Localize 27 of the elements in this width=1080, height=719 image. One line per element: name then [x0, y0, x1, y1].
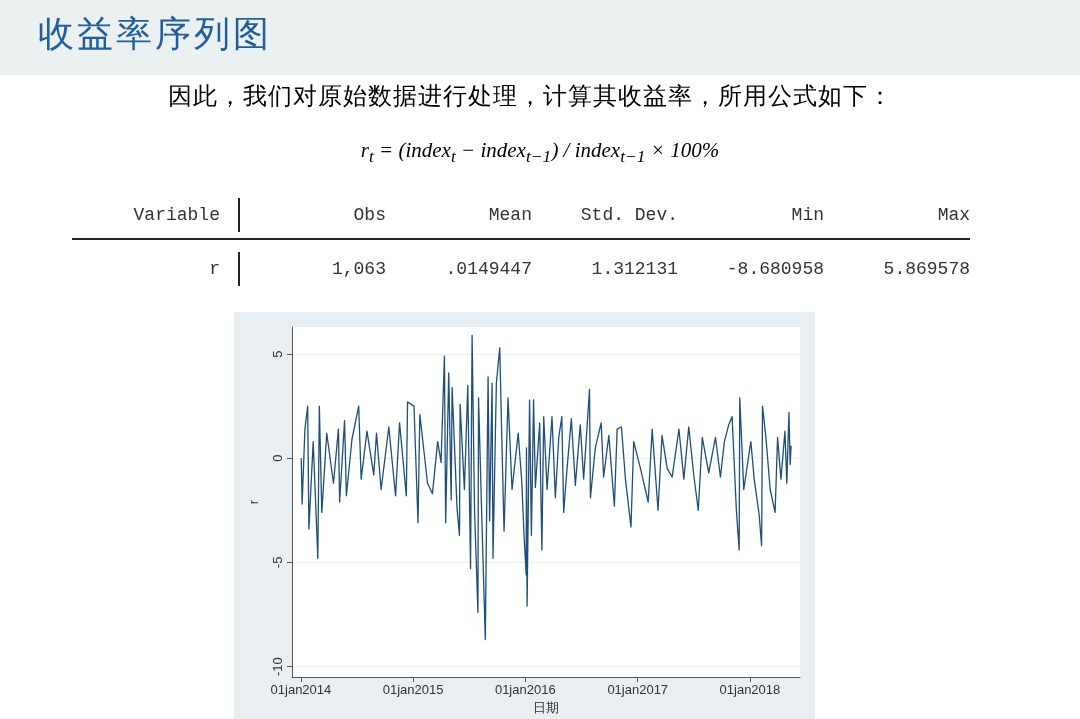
x-tick-label: 01jan2014: [270, 682, 332, 697]
chart-title: 收益率序列图: [38, 12, 272, 56]
y-tick-label: -5: [270, 556, 285, 569]
line-series: [300, 334, 792, 641]
text: Std. Dev.: [579, 205, 678, 225]
y-tick-label: 0: [270, 454, 285, 462]
text: 1,063: [330, 259, 386, 279]
text: 1.312131: [590, 259, 678, 279]
text: Min: [790, 205, 825, 225]
text: 5.869578: [882, 259, 971, 279]
x-axis-title: 日期: [533, 699, 559, 715]
text: Obs: [352, 205, 386, 225]
y-tick-label: -10: [270, 657, 285, 676]
text: Variable: [72, 198, 240, 232]
x-tick-label: 01jan2015: [382, 682, 444, 697]
text: -8.680958: [725, 259, 825, 279]
chart-subtitle: 因此，我们对原始数据进行处理，计算其收益率，所用公式如下：: [166, 81, 894, 112]
text: .0149447: [444, 259, 532, 279]
x-tick-label: 01jan2016: [494, 682, 556, 697]
y-axis-title: r: [246, 499, 261, 505]
x-tick-label: 01jan2018: [719, 682, 781, 697]
text: Mean: [487, 205, 532, 225]
text: r$_{t}$ = (index$_{t}$ − index$_{t−1}$) / index$_{t−1}$ × 100%: [360, 138, 720, 167]
x-tick-label: 01jan2017: [607, 682, 669, 697]
text: r: [72, 252, 240, 286]
text: Max: [936, 205, 971, 225]
y-tick-label: 5: [270, 350, 285, 358]
